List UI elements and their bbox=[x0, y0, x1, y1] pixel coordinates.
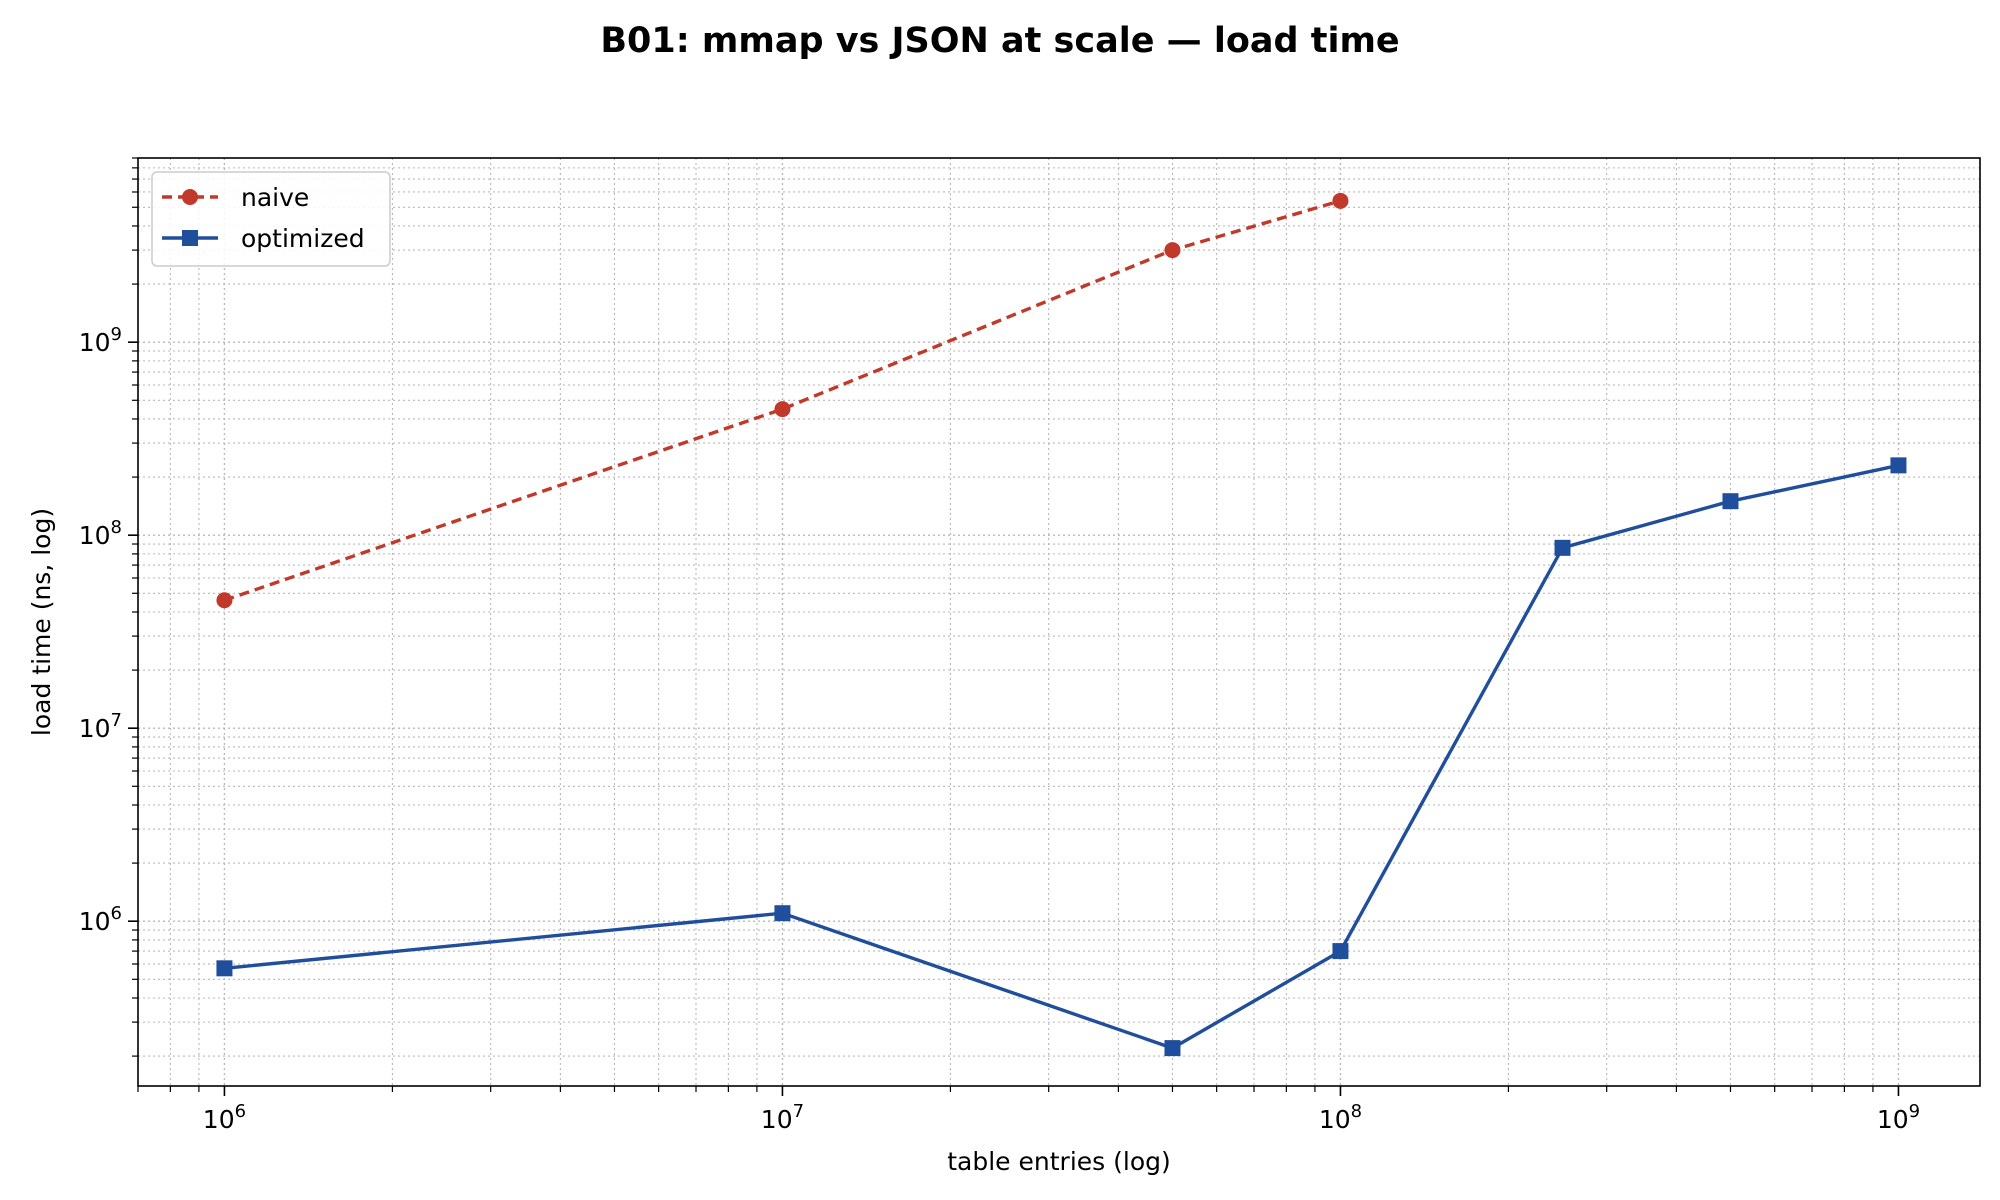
data-point-naive bbox=[216, 592, 233, 609]
series bbox=[216, 192, 1907, 1057]
legend-entry-optimized: optimized bbox=[162, 224, 365, 253]
data-point-naive bbox=[1332, 192, 1349, 209]
x-tick-label: 107 bbox=[761, 1101, 804, 1134]
data-point-optimized bbox=[1554, 539, 1571, 556]
chart-title: B01: mmap vs JSON at scale — load time bbox=[600, 21, 1399, 61]
data-point-naive bbox=[1164, 242, 1181, 259]
y-tick-label: 106 bbox=[79, 903, 122, 936]
y-tick-label: 108 bbox=[79, 517, 122, 550]
data-point-optimized bbox=[1722, 493, 1739, 510]
x-tick-label: 109 bbox=[1877, 1101, 1920, 1134]
series-line-optimized bbox=[224, 463, 1899, 1050]
axis-ticks: 106 107 108 109 106 107 108 109 bbox=[79, 157, 1920, 1134]
series-naive bbox=[216, 192, 1349, 609]
data-point-optimized bbox=[1332, 943, 1349, 960]
data-point-naive bbox=[774, 401, 791, 418]
series-optimized bbox=[216, 457, 1907, 1057]
y-axis-label: load time (ns, log) bbox=[27, 508, 56, 736]
legend-label: naive bbox=[241, 183, 309, 212]
data-point-optimized bbox=[1164, 1040, 1181, 1057]
data-point-optimized bbox=[774, 905, 791, 922]
legend-marker bbox=[182, 230, 198, 246]
x-axis-label: table entries (log) bbox=[947, 1147, 1171, 1176]
legend-marker bbox=[182, 189, 198, 205]
data-point-optimized bbox=[216, 960, 233, 977]
plot-frame bbox=[137, 157, 1981, 1087]
data-point-optimized bbox=[1890, 457, 1907, 474]
legend-entry-naive: naive bbox=[162, 183, 309, 212]
legend-label: optimized bbox=[241, 224, 365, 253]
series-line-naive bbox=[223, 199, 1341, 602]
grid bbox=[137, 157, 1980, 1086]
x-tick-label: 106 bbox=[203, 1101, 246, 1134]
y-tick-label: 107 bbox=[79, 710, 122, 743]
x-tick-label: 108 bbox=[1319, 1101, 1362, 1134]
y-tick-label: 109 bbox=[79, 324, 122, 357]
legend: naive optimized bbox=[151, 171, 391, 267]
